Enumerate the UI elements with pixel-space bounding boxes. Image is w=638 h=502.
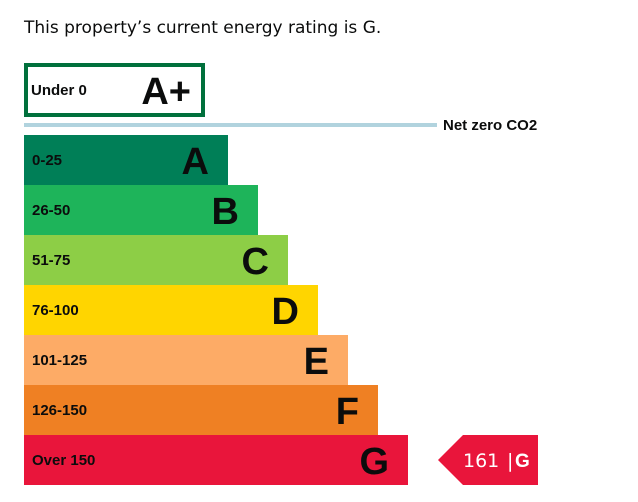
current-rating-separator: | [507, 450, 513, 472]
current-rating-value: 161 [463, 450, 499, 472]
rating-statement: This property’s current energy rating is… [24, 18, 382, 38]
band-f-bar [24, 385, 378, 435]
band-g-bar [24, 435, 408, 485]
band-e-range: 101-125 [32, 352, 87, 369]
band-b-range: 26-50 [32, 202, 70, 219]
band-g-letter: G [359, 441, 389, 483]
band-b-letter: B [212, 191, 239, 233]
net-zero-label: Net zero CO2 [443, 117, 537, 134]
band-a-range: 0-25 [32, 152, 62, 169]
band-c-letter: C [242, 241, 269, 283]
band-a-plus-box [24, 63, 205, 117]
band-a-plus-letter: A+ [141, 71, 191, 113]
band-a-letter: A [182, 141, 209, 183]
band-g-range: Over 150 [32, 452, 95, 469]
band-d-letter: D [272, 291, 299, 333]
band-a-bar [24, 135, 228, 185]
band-f-letter: F [336, 391, 359, 433]
band-d-bar [24, 285, 318, 335]
current-rating-arrow [438, 435, 538, 485]
band-c-bar [24, 235, 288, 285]
band-b-bar [24, 185, 258, 235]
band-d-range: 76-100 [32, 302, 79, 319]
band-f-range: 126-150 [32, 402, 87, 419]
band-e-bar [24, 335, 348, 385]
band-a-plus-range: Under 0 [31, 82, 87, 99]
current-rating-letter: G [515, 451, 530, 472]
band-c-range: 51-75 [32, 252, 70, 269]
band-e-letter: E [304, 341, 329, 383]
